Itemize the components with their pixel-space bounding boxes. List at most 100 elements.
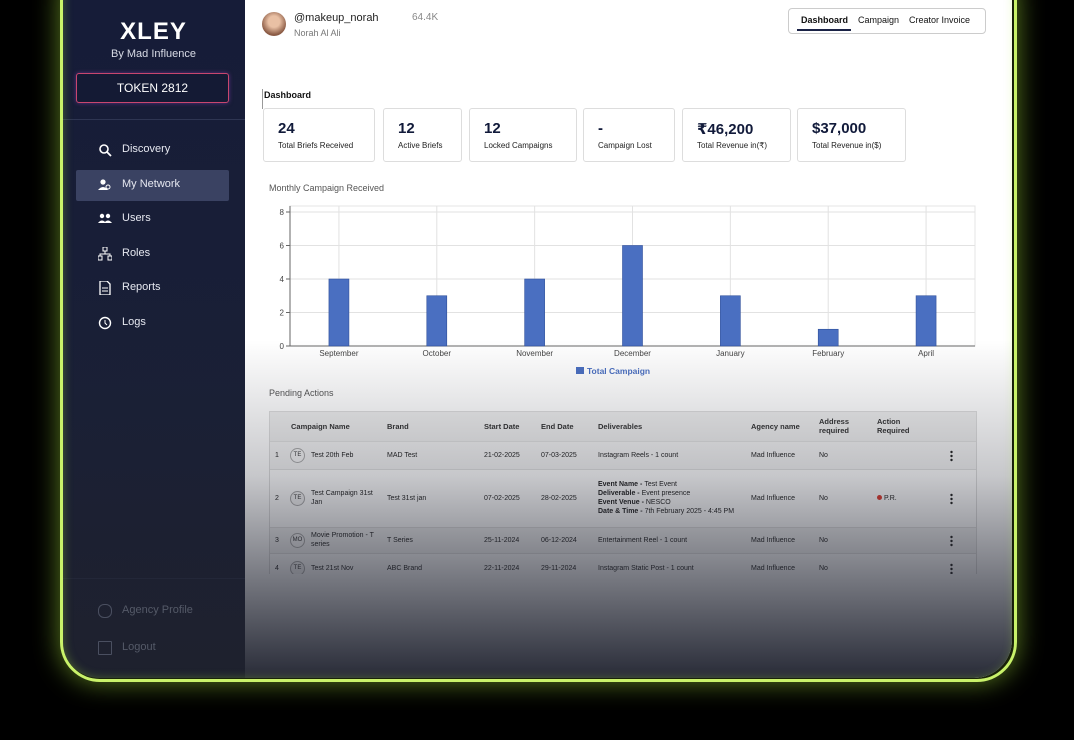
- icon: [98, 179, 111, 190]
- row-avatar: TE: [290, 491, 305, 506]
- bar: [817, 328, 839, 347]
- end: 28-02-2025: [541, 495, 577, 502]
- stat-value: 24: [278, 120, 295, 137]
- stat-value: ₹46,200: [697, 121, 754, 138]
- bar: [622, 245, 643, 347]
- stat-label: Total Revenue in(₹): [697, 141, 768, 150]
- deliverable-value: 7th February 2025 - 4:45 PM: [644, 508, 735, 515]
- menu-item[interactable]: Roles: [122, 247, 151, 259]
- deliverable: Deliverable - Event presence: [598, 489, 738, 498]
- start: 22-11-2024: [484, 565, 520, 572]
- row-menu[interactable]: [950, 492, 953, 505]
- tab-underline: [797, 29, 851, 31]
- stat-label: Locked Campaigns: [484, 141, 553, 150]
- profile-name: Norah Al Ali: [294, 28, 341, 38]
- campaign-name: Test 21st Nov: [311, 565, 354, 572]
- row-menu[interactable]: [950, 562, 953, 574]
- deliverable: Event Venue - NESCO: [598, 498, 738, 507]
- row-number: 1: [275, 452, 279, 459]
- bar: [915, 295, 937, 347]
- footer-icon: [98, 604, 112, 618]
- tab[interactable]: Dashboard: [801, 15, 849, 25]
- kebab-icon[interactable]: [950, 563, 953, 574]
- section-title: Dashboard: [262, 89, 311, 109]
- x-tick-label: February: [812, 349, 844, 358]
- kebab-icon[interactable]: [950, 450, 953, 462]
- deliverable-label: Event Venue -: [598, 499, 644, 506]
- deliverable: Entertainment Reel - 1 count: [598, 536, 738, 545]
- tab[interactable]: Campaign: [858, 15, 900, 25]
- address: No: [819, 495, 828, 502]
- logo: XLEY: [120, 18, 187, 45]
- divider: [62, 119, 245, 120]
- chart-title: Monthly Campaign Received: [269, 183, 384, 193]
- stat-value: 12: [398, 120, 415, 137]
- end: 07-03-2025: [541, 452, 577, 459]
- deliverable-label: Date & Time -: [598, 508, 643, 515]
- row-number: 4: [275, 565, 279, 572]
- footer-icon: [98, 641, 112, 655]
- tab[interactable]: Creator Invoice: [909, 15, 971, 25]
- agency: Mad Influence: [751, 452, 795, 459]
- column-header: Brand: [387, 422, 409, 431]
- icon: [98, 316, 112, 330]
- row-avatar: TE: [290, 561, 305, 574]
- campaign-name: Movie Promotion - T series: [311, 532, 374, 548]
- menu-item[interactable]: Logs: [122, 316, 146, 328]
- y-tick-label: 8: [280, 208, 285, 217]
- column-header: Deliverables: [598, 422, 643, 431]
- address: No: [819, 452, 828, 459]
- x-tick-label: January: [716, 349, 744, 358]
- stat-card: ₹46,200 Total Revenue in(₹): [682, 108, 791, 162]
- avatar: [262, 12, 286, 36]
- y-tick-label: 0: [280, 342, 285, 351]
- deliverable-value: Event presence: [641, 490, 691, 497]
- profile-handle: @makeup_norah: [294, 12, 379, 24]
- campaign-name: Test Campaign 31st Jan: [311, 490, 373, 506]
- stat-label: Active Briefs: [398, 141, 443, 150]
- column-header: Address required: [819, 417, 850, 435]
- deliverable-label: Event Name -: [598, 481, 643, 488]
- start: 25-11-2024: [484, 537, 520, 544]
- row-number: 3: [275, 537, 279, 544]
- bar: [426, 295, 448, 347]
- footer-item[interactable]: Agency Profile: [122, 604, 193, 616]
- icon: [99, 280, 111, 296]
- stat-value: $37,000: [812, 120, 867, 137]
- column-header: Action Required: [877, 417, 910, 435]
- menu-item[interactable]: My Network: [122, 178, 181, 190]
- deliverable-value: Entertainment Reel - 1 count: [598, 536, 688, 544]
- row-avatar: TE: [290, 448, 305, 463]
- y-tick-label: 2: [280, 309, 285, 318]
- kebab-icon[interactable]: [950, 535, 953, 547]
- address: No: [819, 537, 828, 544]
- menu-item[interactable]: Discovery: [122, 143, 171, 155]
- deliverable-value: Instagram Reels - 1 count: [598, 451, 679, 459]
- end: 29-11-2024: [541, 565, 577, 572]
- stat-label: Total Briefs Received: [278, 141, 354, 150]
- row-number: 2: [275, 495, 279, 502]
- kebab-icon[interactable]: [950, 493, 953, 505]
- footer-item[interactable]: Logout: [122, 641, 156, 653]
- row-menu[interactable]: [950, 449, 953, 462]
- brand: ABC Brand: [387, 565, 423, 572]
- agency: Mad Influence: [751, 495, 795, 502]
- menu-item[interactable]: Users: [122, 212, 151, 224]
- token-button[interactable]: TOKEN 2812: [76, 73, 229, 103]
- stat-value: 12: [484, 120, 501, 137]
- x-tick-label: October: [423, 349, 452, 358]
- x-tick-label: April: [918, 349, 934, 358]
- column-header: Campaign Name: [291, 422, 350, 431]
- deliverable: Event Name - Test Event: [598, 480, 738, 489]
- agency: Mad Influence: [751, 537, 795, 544]
- y-tick-label: 6: [280, 242, 285, 251]
- bar: [524, 278, 545, 347]
- row-menu[interactable]: [950, 534, 953, 547]
- pending-title: Pending Actions: [269, 388, 334, 398]
- brand: Test 31st jan: [387, 495, 427, 502]
- deliverable-label: Deliverable -: [598, 490, 640, 497]
- action: P.R.: [884, 495, 897, 502]
- menu-item[interactable]: Reports: [122, 281, 161, 293]
